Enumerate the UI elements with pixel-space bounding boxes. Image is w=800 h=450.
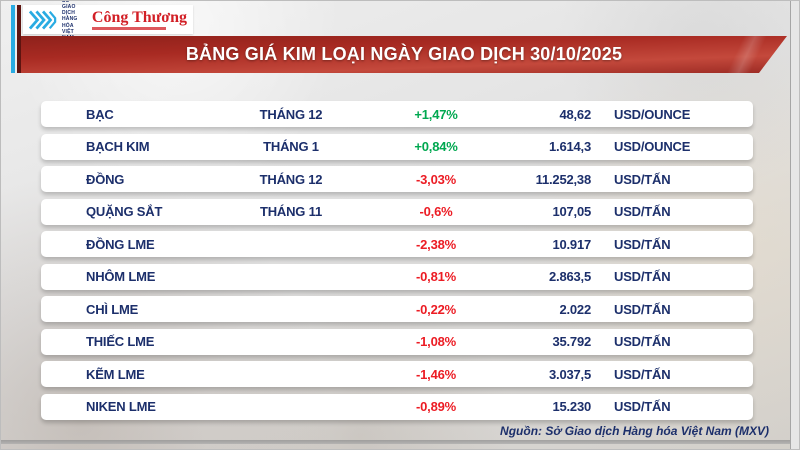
source-credit: Nguồn: Sở Giao dịch Hàng hóa Việt Nam (M… bbox=[500, 424, 769, 438]
unit-cell: USD/OUNCE bbox=[614, 106, 691, 122]
unit-cell: USD/OUNCE bbox=[614, 139, 691, 154]
metal-name-cell: QUẶNG SẮT bbox=[86, 204, 163, 219]
unit-cell: USD/TẤN bbox=[614, 171, 671, 187]
metal-name-cell: ĐỒNG LME bbox=[86, 236, 155, 252]
change-cell: +0,84% bbox=[414, 139, 458, 154]
table-row: QUẶNG SẮT THÁNG 11 -0,6% 107,05 USD/TẤN bbox=[41, 198, 753, 225]
mxv-logo-text: SỞ GIAO DỊCH HÀNG HÓA VIỆT NAM bbox=[62, 0, 78, 41]
table-row: ĐỒNG THÁNG 12 -3,03% 11.252,38 USD/TẤN bbox=[41, 166, 753, 192]
metal-name-cell: CHÌ LME bbox=[86, 301, 139, 317]
price-cell: 107,05 bbox=[552, 204, 591, 219]
title-banner: BẢNG GIÁ KIM LOẠI NGÀY GIAO DỊCH 30/10/2… bbox=[21, 36, 787, 73]
accent-bar-maroon bbox=[17, 5, 21, 73]
metal-name-cell: NHÔM LME bbox=[86, 269, 156, 284]
table-row: BẠC THÁNG 12 +1,47% 48,62 USD/OUNCE bbox=[41, 101, 753, 127]
cong-thuong-logo: Công Thương bbox=[91, 8, 187, 30]
table-row: KẼM LME -1,46% 3.037,5 USD/TẤN bbox=[41, 361, 753, 387]
price-cell: 1.614,3 bbox=[549, 139, 591, 154]
change-cell: -0,89% bbox=[416, 399, 456, 414]
cong-thuong-tagline bbox=[91, 26, 166, 30]
metal-name-cell: THIẾC LME bbox=[86, 334, 155, 349]
metal-name-cell: BẠCH KIM bbox=[86, 139, 150, 154]
contract-month-cell: THÁNG 11 bbox=[260, 204, 322, 219]
price-cell: 48,62 bbox=[559, 106, 591, 122]
change-cell: -1,46% bbox=[416, 366, 456, 382]
unit-cell: USD/TẤN bbox=[614, 399, 671, 414]
cong-thuong-wordmark: Công Thương bbox=[91, 8, 187, 26]
table-row: NIKEN LME -0,89% 15.230 USD/TẤN bbox=[41, 393, 753, 420]
change-cell: -1,08% bbox=[416, 334, 456, 349]
change-cell: -0,81% bbox=[416, 269, 456, 284]
change-cell: -3,03% bbox=[416, 171, 456, 187]
price-table: BẠC THÁNG 12 +1,47% 48,62 USD/OUNCE BẠCH… bbox=[41, 101, 753, 426]
change-cell: +1,47% bbox=[414, 106, 458, 122]
logo-box: SỞ GIAO DỊCH HÀNG HÓA VIỆT NAM Công Thươ… bbox=[23, 1, 193, 41]
unit-cell: USD/TẤN bbox=[614, 269, 671, 284]
price-cell: 2.022 bbox=[559, 301, 591, 317]
contract-month-cell: THÁNG 12 bbox=[259, 171, 323, 187]
unit-cell: USD/TẤN bbox=[614, 334, 671, 349]
change-cell: -0,6% bbox=[419, 204, 453, 219]
metal-name-cell: KẼM LME bbox=[86, 366, 145, 382]
change-cell: -0,22% bbox=[416, 301, 456, 317]
unit-cell: USD/TẤN bbox=[614, 236, 671, 252]
unit-cell: USD/TẤN bbox=[614, 301, 671, 317]
table-row: ĐỒNG LME -2,38% 10.917 USD/TẤN bbox=[41, 231, 753, 257]
change-cell: -2,38% bbox=[416, 236, 456, 252]
accent-bar-cyan bbox=[11, 5, 15, 73]
price-cell: 10.917 bbox=[552, 236, 591, 252]
right-edge-border bbox=[790, 1, 799, 449]
table-row: THIẾC LME -1,08% 35.792 USD/TẤN bbox=[41, 328, 753, 355]
contract-month-cell: THÁNG 1 bbox=[263, 139, 319, 154]
price-cell: 15.230 bbox=[552, 399, 591, 414]
table-row: NHÔM LME -0,81% 2.863,5 USD/TẤN bbox=[41, 263, 753, 290]
price-cell: 2.863,5 bbox=[549, 269, 591, 284]
price-cell: 35.792 bbox=[552, 334, 591, 349]
metal-name-cell: ĐỒNG bbox=[86, 171, 125, 187]
unit-cell: USD/TẤN bbox=[614, 366, 671, 382]
price-cell: 11.252,38 bbox=[535, 171, 592, 187]
metal-name-cell: NIKEN LME bbox=[86, 399, 156, 414]
table-row: BẠCH KIM THÁNG 1 +0,84% 1.614,3 USD/OUNC… bbox=[41, 133, 753, 160]
metal-name-cell: BẠC bbox=[86, 106, 114, 122]
mxv-chevrons-icon bbox=[29, 10, 57, 30]
unit-cell: USD/TẤN bbox=[614, 204, 671, 219]
bottom-edge-strip bbox=[1, 440, 799, 444]
price-cell: 3.037,5 bbox=[549, 366, 591, 382]
page-title: BẢNG GIÁ KIM LOẠI NGÀY GIAO DỊCH 30/10/2… bbox=[185, 44, 623, 64]
contract-month-cell: THÁNG 12 bbox=[259, 106, 323, 122]
table-row: CHÌ LME -0,22% 2.022 USD/TẤN bbox=[41, 296, 753, 322]
